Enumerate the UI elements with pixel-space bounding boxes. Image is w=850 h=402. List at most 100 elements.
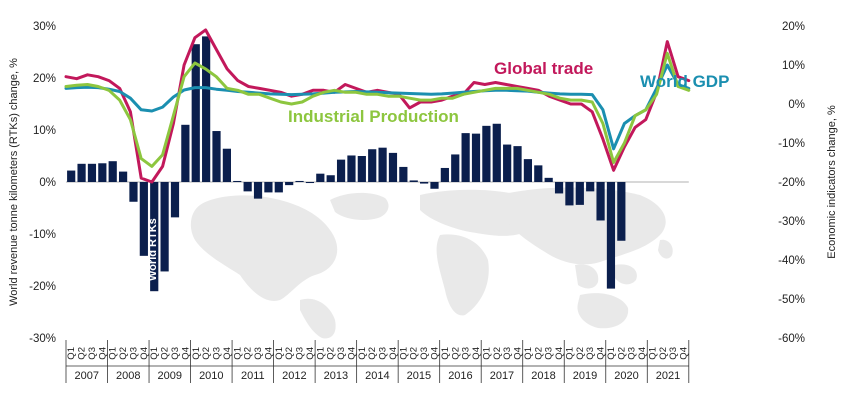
x-quarter-tick-label: Q2	[575, 347, 586, 360]
bar-world-rtks	[575, 182, 584, 205]
line-industrial-production	[64, 51, 691, 168]
bar-world-rtks	[554, 182, 564, 194]
left-axis-tick-label: -20%	[29, 281, 56, 293]
x-quarter-tick-label: Q4	[513, 347, 524, 360]
left-axis-tick-label: -30%	[29, 333, 56, 345]
x-quarter-tick-label: Q3	[295, 347, 306, 360]
x-quarter-tick-label: Q4	[637, 347, 648, 360]
x-quarter-tick-label: Q4	[596, 347, 607, 360]
x-quarter-tick-label: Q4	[222, 347, 233, 360]
plot-area: 30% 20% 10% 0% -10% -20% -30% 20% 10% 0% -10% -20% -…	[8, 21, 838, 383]
label-global-trade: Global trade	[494, 59, 593, 78]
x-quarter-tick-label: Q2	[367, 347, 378, 360]
x-year-label: 2019	[573, 370, 597, 382]
bar-world-rtks	[451, 154, 460, 182]
x-quarter-tick-label: Q3	[378, 347, 389, 360]
bar-world-rtks	[295, 180, 304, 182]
x-quarter-tick-label: Q1	[481, 347, 492, 360]
left-axis-tick-label: 10%	[33, 125, 56, 137]
label-world-rtks: World RTKs	[147, 218, 159, 281]
x-quarter-tick-label: Q1	[398, 347, 409, 360]
bar-world-rtks	[212, 131, 221, 182]
line-global-trade	[64, 28, 691, 184]
x-year-label: 2011	[241, 370, 265, 382]
x-year-label: 2008	[116, 370, 140, 382]
bar-world-rtks	[202, 36, 211, 183]
x-quarter-tick-label: Q2	[160, 347, 171, 360]
bar-world-rtks	[534, 165, 543, 182]
bar-world-rtks	[67, 170, 76, 182]
bar-world-rtks	[503, 144, 512, 182]
x-quarter-tick-label: Q3	[170, 347, 181, 360]
x-quarter-tick-label: Q2	[658, 347, 669, 360]
bar-world-rtks	[264, 182, 273, 193]
x-quarter-tick-label: Q1	[315, 347, 326, 360]
right-axis-tick-label: 20%	[782, 21, 805, 33]
x-year-label: 2020	[614, 370, 638, 382]
bar-world-rtks	[606, 182, 616, 289]
bar-world-rtks	[222, 148, 231, 182]
bar-world-rtks	[482, 125, 491, 182]
bar-world-rtks	[316, 173, 325, 182]
right-axis-tick-label: 0%	[788, 99, 805, 111]
x-quarter-tick-label: Q1	[66, 347, 77, 360]
x-quarter-tick-label: Q1	[647, 347, 658, 360]
left-axis-tick-label: 0%	[39, 177, 56, 189]
x-year-label: 2009	[158, 370, 182, 382]
x-quarter-tick-label: Q1	[440, 347, 451, 360]
bar-world-rtks	[326, 175, 335, 182]
x-year-label: 2017	[490, 370, 514, 382]
right-axis-tick-label: -60%	[778, 333, 805, 345]
x-quarter-tick-label: Q4	[139, 347, 150, 360]
bar-world-rtks	[368, 149, 377, 182]
x-quarter-tick-label: Q2	[326, 347, 337, 360]
right-axis-title: Economic indicators change, %	[826, 105, 838, 259]
bar-world-rtks	[565, 182, 574, 206]
bar-world-rtks	[98, 163, 107, 182]
x-quarter-tick-label: Q4	[180, 347, 191, 360]
bar-world-rtks	[285, 182, 294, 186]
bar-world-rtks	[409, 180, 418, 182]
x-quarter-tick-label: Q4	[97, 347, 108, 360]
bar-world-rtks	[440, 167, 449, 182]
x-quarter-tick-label: Q1	[232, 347, 243, 360]
x-quarter-tick-label: Q1	[108, 347, 119, 360]
x-quarter-tick-label: Q2	[450, 347, 461, 360]
bar-world-rtks	[357, 156, 366, 182]
x-year-label: 2007	[75, 370, 99, 382]
x-quarter-tick-label: Q4	[346, 347, 357, 360]
right-axis-tick-label: -30%	[778, 216, 805, 228]
bar-world-rtks	[77, 163, 86, 182]
x-quarter-tick-label: Q1	[191, 347, 202, 360]
bar-world-rtks	[399, 166, 408, 182]
x-quarter-tick-label: Q4	[429, 347, 440, 360]
bar-world-rtks	[388, 152, 398, 182]
x-year-label: 2014	[365, 370, 389, 382]
bar-world-rtks	[336, 159, 346, 182]
x-quarter-tick-label: Q3	[212, 347, 223, 360]
x-quarter-tick-label: Q1	[274, 347, 285, 360]
x-quarter-tick-label: Q3	[668, 347, 679, 360]
bar-world-rtks	[243, 182, 252, 192]
x-year-label: 2010	[199, 370, 223, 382]
bar-world-rtks	[461, 133, 470, 182]
x-quarter-tick-label: Q2	[616, 347, 627, 360]
bar-world-rtks	[420, 182, 429, 184]
x-quarter-tick-label: Q1	[523, 347, 534, 360]
bar-world-rtks	[305, 182, 315, 184]
x-year-label: 2015	[407, 370, 431, 382]
bar-world-rtks	[544, 177, 553, 182]
bar-world-rtks	[191, 44, 200, 183]
bar-world-rtks	[129, 182, 138, 202]
x-quarter-tick-label: Q3	[585, 347, 596, 360]
x-quarter-tick-label: Q4	[263, 347, 274, 360]
left-axis-title: World revenue tonne kilometers (RTKs) ch…	[8, 58, 20, 306]
x-quarter-tick-label: Q1	[606, 347, 617, 360]
bar-world-rtks	[596, 182, 605, 221]
bar-world-rtks	[430, 182, 439, 189]
x-year-label: 2012	[282, 370, 306, 382]
x-quarter-tick-label: Q3	[336, 347, 347, 360]
x-year-label: 2021	[656, 370, 680, 382]
right-axis-tick-label: -50%	[778, 294, 805, 306]
left-axis-tick-label: 20%	[33, 73, 56, 85]
